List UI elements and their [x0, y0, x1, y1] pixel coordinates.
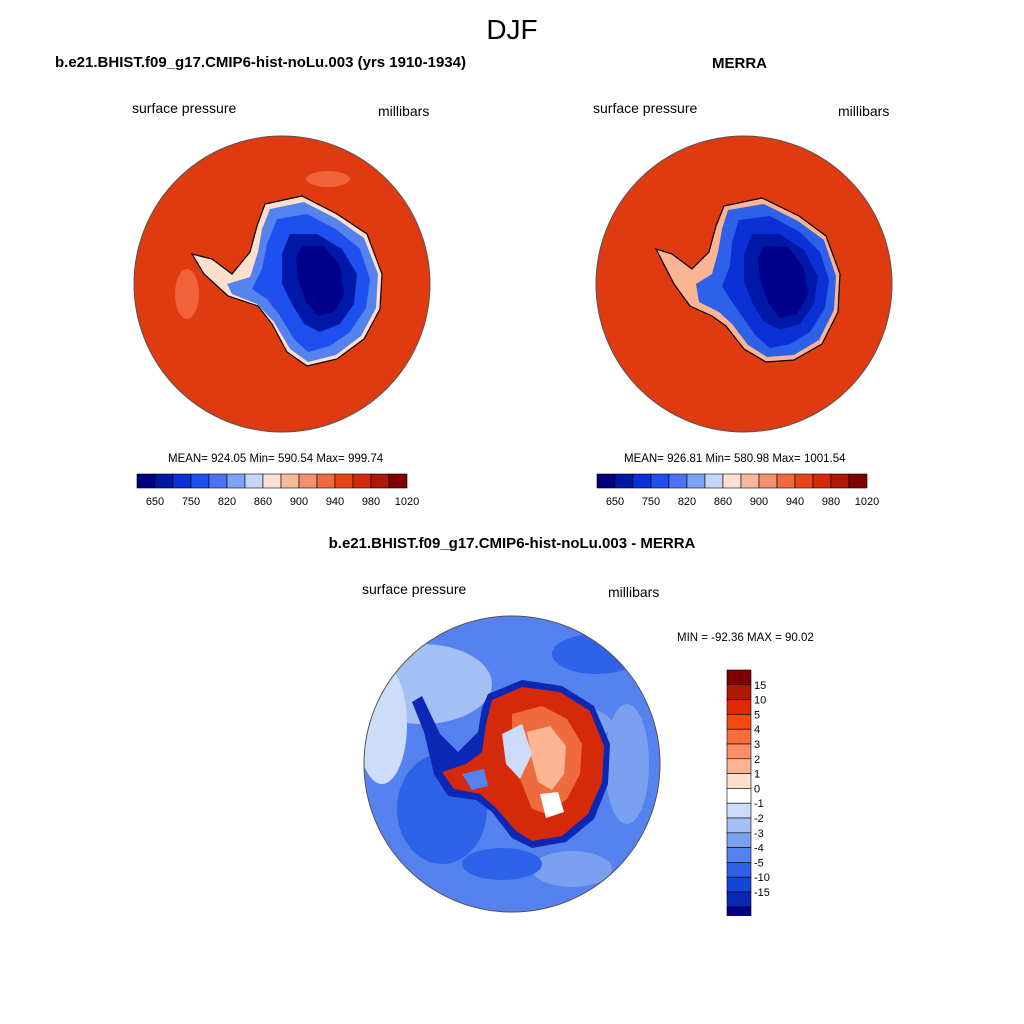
panel2-colorbar-tick-label: 980 [822, 496, 840, 508]
panel1-colorbar-swatch [136, 473, 156, 489]
panel2-colorbar-swatch [632, 473, 652, 489]
panel2-colorbar-swatch [650, 473, 670, 489]
panel1-colorbar-swatch [244, 473, 264, 489]
panel3-colorbar-swatch [726, 684, 752, 700]
panel1-map [133, 135, 431, 433]
panel1-colorbar-swatch [172, 473, 192, 489]
panel1-colorbar-swatch [226, 473, 246, 489]
panel2-colorbar-tick-label: 1020 [855, 496, 879, 508]
panel1-colorbar-swatch [262, 473, 282, 489]
panel3-colorbar-tick-label: -15 [754, 887, 770, 899]
panel1-colorbar-swatch [352, 473, 372, 489]
panel3-colorbar-swatch [726, 714, 752, 730]
panel3-colorbar-tick-label: 2 [754, 754, 760, 766]
figure-title: DJF [486, 14, 538, 45]
panel2-colorbar-swatch [668, 473, 688, 489]
panel2-colorbar-swatch [848, 473, 868, 489]
panel2-colorbar: 650 750 820 860 900 940 980 1020 [596, 473, 879, 508]
panel1-colorbar-swatch [334, 473, 354, 489]
panel3-colorbar-tick-label: 5 [754, 709, 760, 721]
panel3-colorbar-swatch [726, 817, 752, 834]
panel3-colorbar-tick-label: 10 [754, 695, 766, 707]
panel3-colorbar-swatch [726, 788, 752, 804]
panel3-stats: MIN = -92.36 MAX = 90.02 [677, 632, 814, 644]
panel2-colorbar-swatch [686, 473, 706, 489]
panel1-colorbar: 650 750 820 860 900 940 980 1020 [136, 473, 419, 508]
panel3-colorbar-tick-label: -5 [754, 857, 764, 869]
panel2-stats: MEAN= 926.81 Min= 580.98 Max= 1001.54 [624, 453, 846, 465]
panel1-colorbar-swatch [388, 473, 408, 489]
panel1-left-label: surface pressure [132, 100, 237, 116]
panel2-colorbar-tick-label: 900 [750, 496, 768, 508]
panel1-colorbar-swatch [208, 473, 228, 489]
panel2-map [595, 135, 893, 433]
panel3-right-label: millibars [608, 584, 660, 600]
panel2-colorbar-swatch [596, 473, 616, 489]
panel1-colorbar-tick-label: 980 [362, 496, 380, 508]
panel2-colorbar-tick-label: 650 [606, 496, 624, 508]
panel3-colorbar-swatch [726, 699, 752, 715]
panel3-colorbar-swatch [726, 669, 752, 686]
panel3-colorbar-swatch [726, 728, 752, 745]
panel1-colorbar-tick-label: 650 [146, 496, 164, 508]
panel1-colorbar-tick-label: 940 [326, 496, 344, 508]
panel3-colorbar-tick-label: 3 [754, 739, 760, 751]
panel2-colorbar-swatch [704, 473, 724, 489]
panel3-colorbar-swatch [726, 832, 752, 848]
panel3-colorbar-swatch [726, 847, 752, 863]
panel2-colorbar-swatch [740, 473, 760, 489]
panel1-colorbar-swatch [154, 473, 174, 489]
panel3-colorbar-swatch [726, 891, 752, 908]
panel3-colorbar-swatch [726, 906, 752, 916]
panel2-colorbar-swatch [758, 473, 778, 489]
panel3-colorbar-swatch [726, 862, 752, 878]
panel2-colorbar-tick-label: 860 [714, 496, 732, 508]
panel1-colorbar-swatch [190, 473, 210, 489]
panel1-right-label: millibars [378, 103, 430, 119]
panel2-left-label: surface pressure [593, 100, 698, 116]
panel3-colorbar-swatch [726, 876, 752, 893]
panel1-stats: MEAN= 924.05 Min= 590.54 Max= 999.74 [168, 453, 384, 465]
panel3-colorbar-swatch [726, 773, 752, 789]
panel3-title: b.e21.BHIST.f09_g17.CMIP6-hist-noLu.003 … [328, 535, 696, 552]
panel1-colorbar-tick-label: 1020 [395, 496, 419, 508]
panel1-colorbar-tick-label: 860 [254, 496, 272, 508]
panel3-colorbar-tick-label: -10 [754, 872, 770, 884]
panel3-colorbar-tick-label: -1 [754, 798, 764, 810]
panel2-colorbar-tick-label: 820 [678, 496, 696, 508]
panel2-colorbar-swatch [722, 473, 742, 489]
panel1-colorbar-swatch [298, 473, 318, 489]
panel3-map [363, 615, 661, 913]
panel2-colorbar-swatch [830, 473, 850, 489]
panel1-colorbar-tick-label: 900 [290, 496, 308, 508]
panel2-colorbar-swatch [812, 473, 832, 489]
panel3-colorbar-tick-label: -2 [754, 813, 764, 825]
panel1-colorbar-swatch [316, 473, 336, 489]
panel1-title: b.e21.BHIST.f09_g17.CMIP6-hist-noLu.003 … [55, 54, 466, 71]
panel2-colorbar-tick-label: 750 [642, 496, 660, 508]
panel3-colorbar-tick-label: 1 [754, 769, 760, 781]
panel3-colorbar-swatch [726, 758, 752, 774]
panel3-colorbar-swatch [726, 802, 752, 819]
panel3-colorbar-tick-label: -3 [754, 828, 764, 840]
panel1-colorbar-tick-label: 820 [218, 496, 236, 508]
panel2-colorbar-tick-label: 940 [786, 496, 804, 508]
panel1-colorbar-swatch [280, 473, 300, 489]
panel3-colorbar-tick-label: 15 [754, 680, 766, 692]
panel2-title: MERRA [712, 55, 767, 72]
panel2-colorbar-swatch [776, 473, 796, 489]
panel2-right-label: millibars [838, 103, 890, 119]
panel2-colorbar-swatch [614, 473, 634, 489]
panel1-colorbar-swatch [370, 473, 390, 489]
panel3-colorbar-tick-label: -4 [754, 843, 764, 855]
panel3-left-label: surface pressure [362, 581, 467, 597]
panel1-colorbar-tick-label: 750 [182, 496, 200, 508]
panel3-colorbar-swatch [726, 743, 752, 760]
panel3-colorbar-tick-label: 0 [754, 783, 760, 795]
panel2-colorbar-swatch [794, 473, 814, 489]
panel3-colorbar-tick-label: 4 [754, 724, 760, 736]
